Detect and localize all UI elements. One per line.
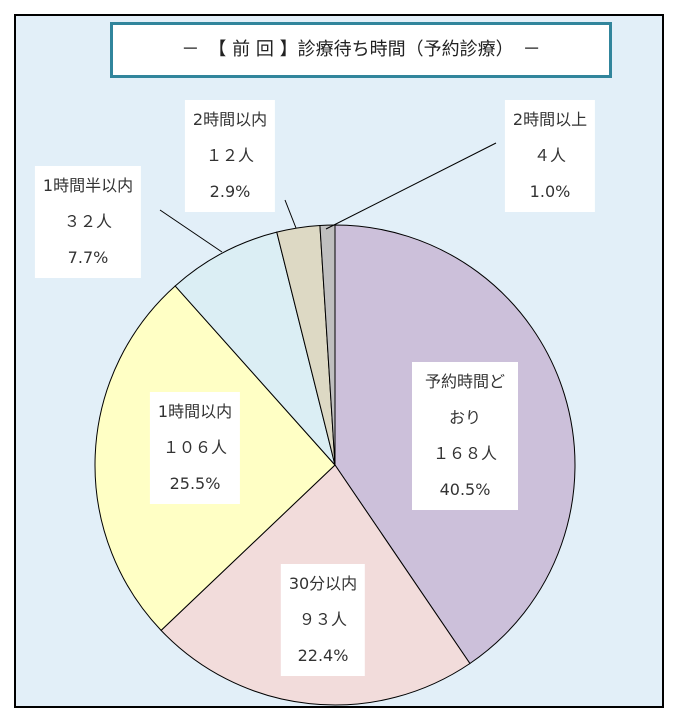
percent-label: 2.9% xyxy=(209,182,251,201)
data-label: 1時間半以内 ３２人 7.7% xyxy=(34,166,142,278)
percent-label: 7.7% xyxy=(67,248,109,267)
chart-title: － 【 前 回 】診療待ち時間（予約診療） － xyxy=(110,22,612,78)
data-label: 2時間以内 １２人 2.9% xyxy=(184,100,276,212)
category-label: 2時間以内 xyxy=(192,110,268,129)
leader-line xyxy=(284,199,297,229)
percent-label: 25.5% xyxy=(169,474,221,493)
count-label: ９３人 xyxy=(298,610,347,629)
data-label: 1時間以内 １０６人 25.5% xyxy=(149,392,241,504)
percent-label: 1.0% xyxy=(529,182,571,201)
category-label: 2時間以上 xyxy=(512,110,588,129)
count-label: ４人 xyxy=(533,146,566,165)
percent-label: 40.5% xyxy=(439,480,491,499)
count-label: １２人 xyxy=(205,146,254,165)
percent-label: 22.4% xyxy=(297,646,349,665)
category-label: 予約時間どおり xyxy=(424,372,505,427)
count-label: １６８人 xyxy=(432,444,497,463)
category-label: 30分以内 xyxy=(288,574,358,593)
leader-line xyxy=(159,209,223,253)
data-label: 30分以内 ９３人 22.4% xyxy=(280,564,366,676)
leader-line xyxy=(325,142,497,230)
data-label: 予約時間どおり １６８人 40.5% xyxy=(412,362,518,510)
count-label: １０６人 xyxy=(162,438,227,457)
count-label: ３２人 xyxy=(63,212,112,231)
pie-slice xyxy=(174,231,336,466)
data-label: 2時間以上 ４人 1.0% xyxy=(504,100,596,212)
category-label: 1時間以内 xyxy=(157,402,233,421)
category-label: 1時間半以内 xyxy=(42,176,134,195)
